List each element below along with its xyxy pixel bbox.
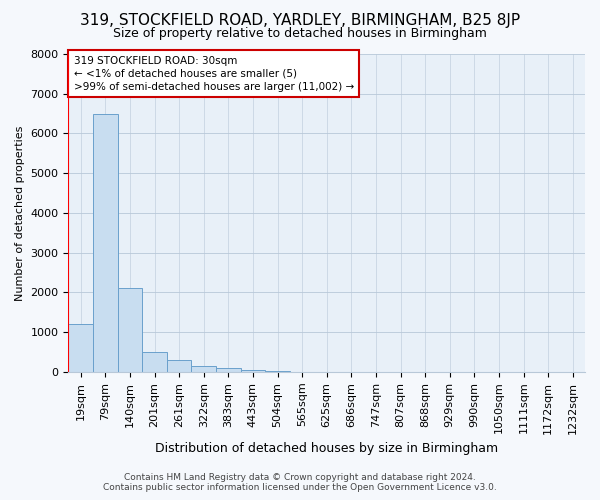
Bar [265,371,290,372]
Bar [216,368,241,372]
Bar [68,324,93,372]
Text: Contains HM Land Registry data © Crown copyright and database right 2024.
Contai: Contains HM Land Registry data © Crown c… [103,473,497,492]
Bar [142,352,167,372]
Text: Size of property relative to detached houses in Birmingham: Size of property relative to detached ho… [113,28,487,40]
Text: 319 STOCKFIELD ROAD: 30sqm
← <1% of detached houses are smaller (5)
>99% of semi: 319 STOCKFIELD ROAD: 30sqm ← <1% of deta… [74,56,354,92]
Bar [167,360,191,372]
Bar [191,366,216,372]
Bar [241,370,265,372]
Bar [118,288,142,372]
Y-axis label: Number of detached properties: Number of detached properties [15,126,25,300]
Bar [93,114,118,372]
X-axis label: Distribution of detached houses by size in Birmingham: Distribution of detached houses by size … [155,442,498,455]
Text: 319, STOCKFIELD ROAD, YARDLEY, BIRMINGHAM, B25 8JP: 319, STOCKFIELD ROAD, YARDLEY, BIRMINGHA… [80,12,520,28]
